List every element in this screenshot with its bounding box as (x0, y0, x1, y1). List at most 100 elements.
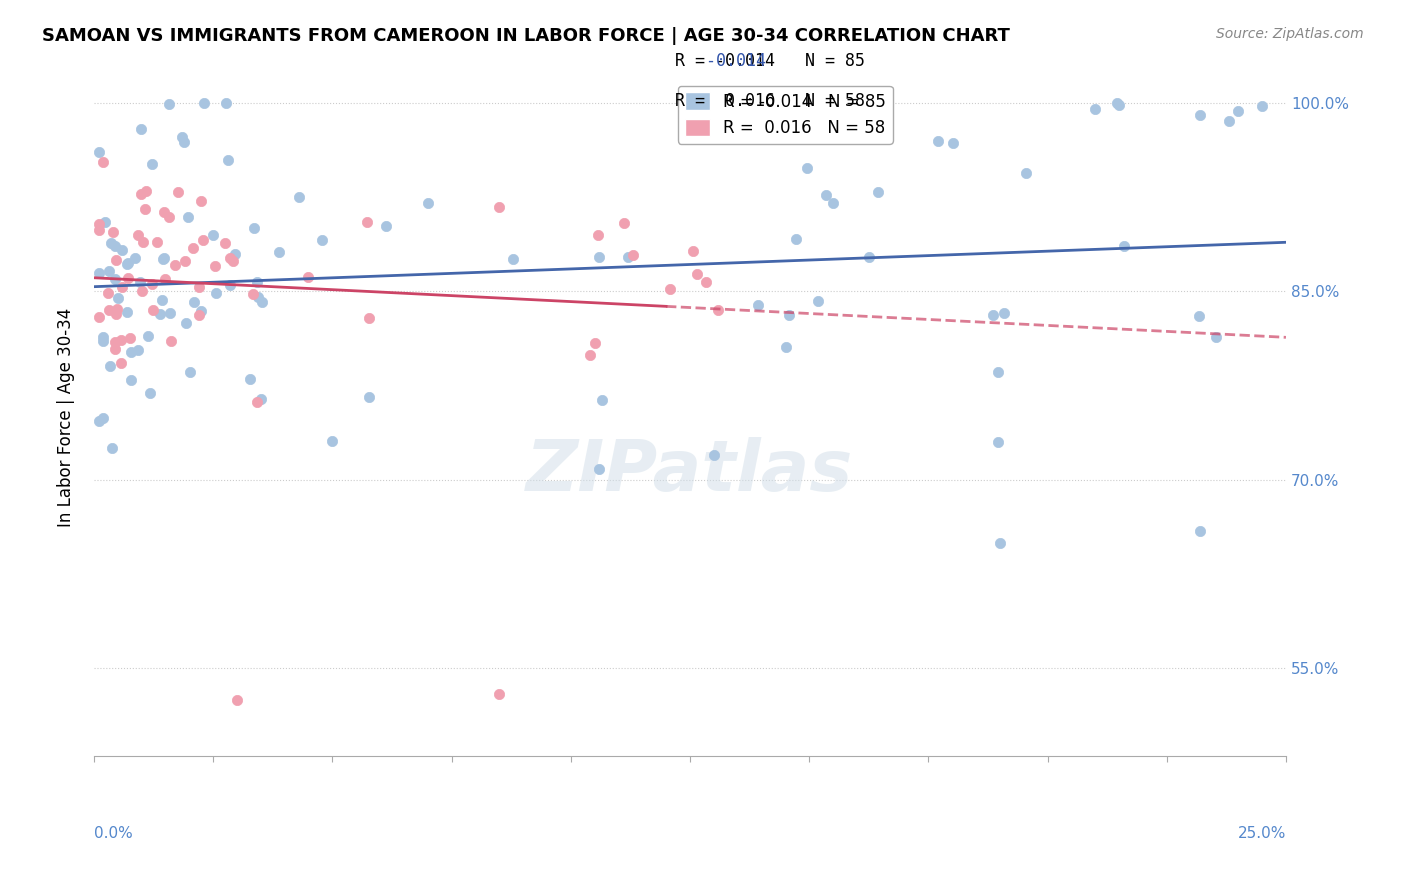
Point (807, 294, 830, 309)
Point (359, 390, 381, 404)
Point (128, 343, 150, 357)
Point (987, 435, 1010, 450)
Point (124, 251, 146, 265)
Point (87, 222, 110, 236)
Point (117, 256, 139, 270)
Point (987, 365, 1010, 379)
Point (97, 264, 120, 278)
Point (866, 185, 889, 199)
Point (1188, 310, 1211, 324)
Point (988, 535, 1011, 549)
Point (246, 275, 269, 289)
Point (141, 157, 163, 171)
Point (1105, 95, 1128, 110)
Point (205, 286, 228, 301)
Point (104, 272, 127, 286)
Point (488, 201, 510, 215)
Point (127, 227, 149, 242)
Point (105, 252, 128, 267)
Point (183, 295, 205, 310)
Point (686, 267, 709, 281)
Text: SAMOAN VS IMMIGRANTS FROM CAMEROON IN LABOR FORCE | AGE 30-34 CORRELATION CHART: SAMOAN VS IMMIGRANTS FROM CAMEROON IN LA… (42, 27, 1010, 45)
Point (222, 254, 245, 268)
Point (100, 441, 122, 455)
Point (981, 308, 1004, 322)
Point (179, 365, 201, 379)
Point (215, 95, 238, 110)
Point (775, 340, 797, 354)
Point (588, 228, 610, 243)
Point (183, 242, 205, 256)
Point (129, 275, 152, 289)
Point (502, 252, 524, 267)
Point (157, 96, 180, 111)
Point (588, 462, 610, 476)
Point (224, 246, 246, 260)
Point (1189, 108, 1212, 122)
Point (1189, 524, 1212, 538)
Point (120, 373, 142, 387)
Point (110, 356, 132, 370)
Point (1084, 102, 1107, 116)
Point (149, 307, 172, 321)
Point (110, 243, 132, 257)
Point (136, 329, 159, 343)
Point (117, 257, 139, 271)
Text: 25.0%: 25.0% (1237, 825, 1286, 840)
Point (134, 202, 156, 217)
Text: 0.0%: 0.0% (94, 825, 132, 840)
Point (91, 410, 114, 425)
Point (193, 233, 215, 247)
Point (246, 395, 269, 409)
Text: R = -0.014   N = 85: R = -0.014 N = 85 (675, 52, 865, 70)
Point (1114, 239, 1136, 253)
Point (217, 153, 239, 168)
Point (177, 210, 200, 224)
Text: ZIPatlas: ZIPatlas (526, 437, 853, 506)
Point (219, 277, 242, 292)
Text: Source: ZipAtlas.com: Source: ZipAtlas.com (1216, 27, 1364, 41)
Point (132, 235, 155, 250)
Y-axis label: In Labor Force | Age 30-34: In Labor Force | Age 30-34 (58, 307, 75, 526)
Point (747, 298, 769, 312)
Point (204, 260, 226, 274)
Point (188, 280, 211, 294)
Point (218, 252, 240, 266)
Point (87, 310, 110, 325)
Point (105, 301, 128, 316)
Point (190, 304, 212, 318)
Point (97, 286, 120, 301)
Point (821, 196, 844, 211)
Point (707, 303, 730, 318)
Point (785, 232, 807, 246)
Point (1218, 114, 1240, 128)
Point (1108, 98, 1130, 112)
Point (1227, 104, 1250, 119)
Point (142, 302, 165, 317)
Point (165, 258, 187, 272)
Point (993, 306, 1015, 320)
Point (247, 290, 270, 304)
Point (129, 187, 152, 202)
Point (703, 448, 725, 462)
Point (796, 161, 818, 175)
Point (202, 227, 225, 242)
Point (188, 308, 211, 322)
Point (242, 287, 264, 301)
Point (239, 372, 262, 386)
Point (98, 359, 121, 373)
Point (297, 270, 319, 285)
Point (159, 334, 181, 349)
Point (583, 335, 606, 350)
Point (778, 308, 800, 322)
Point (242, 221, 264, 235)
Point (173, 135, 195, 149)
Point (249, 392, 271, 406)
Legend: R = -0.014   N = 85, R =  0.016   N = 58: R = -0.014 N = 85, R = 0.016 N = 58 (678, 86, 893, 144)
Point (858, 250, 880, 264)
Point (104, 334, 127, 349)
Point (1015, 166, 1038, 180)
Point (115, 304, 138, 318)
Point (658, 282, 681, 296)
Point (98, 303, 121, 318)
